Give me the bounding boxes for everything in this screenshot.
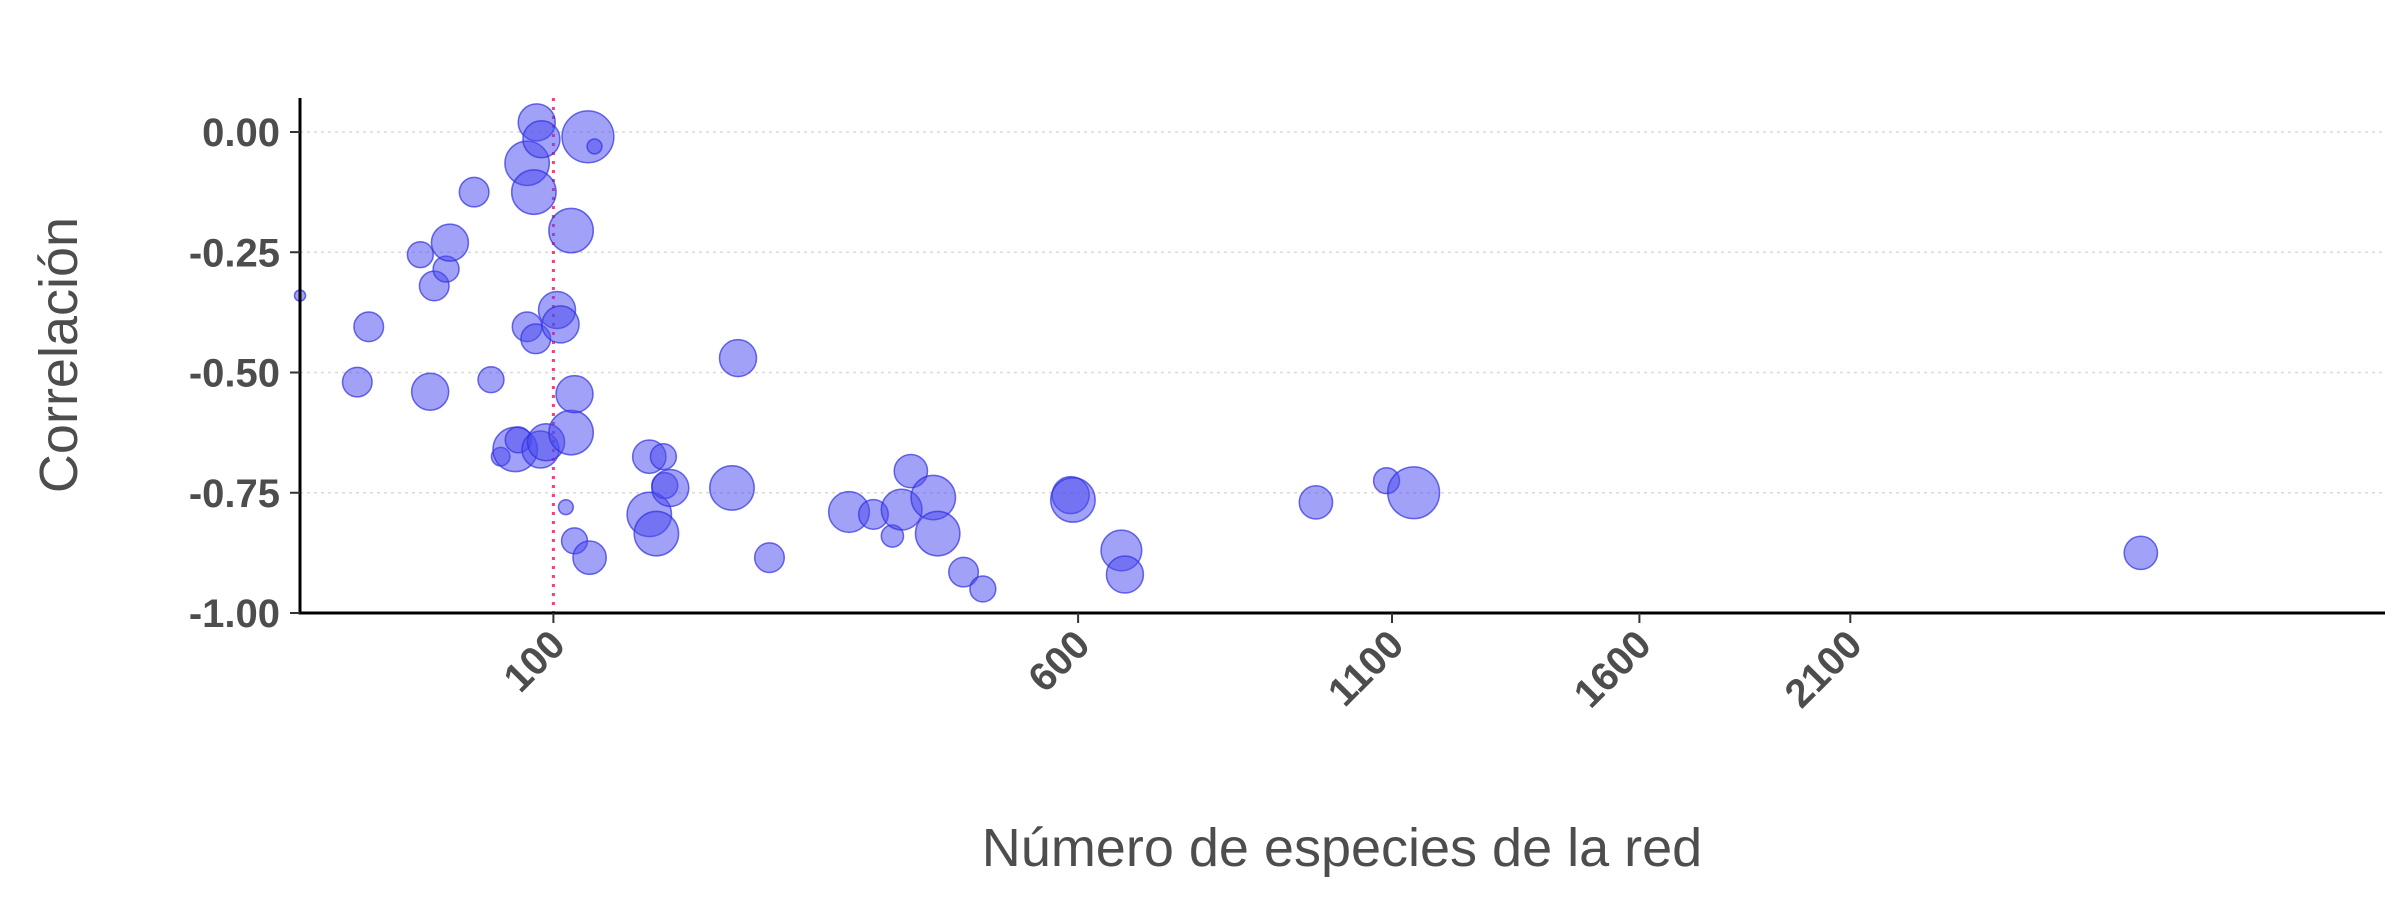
data-point <box>557 499 575 516</box>
y-tick-label: -0.25 <box>189 231 280 275</box>
y-tick-label: -0.50 <box>189 352 280 396</box>
data-point <box>586 138 603 155</box>
data-point <box>651 468 690 508</box>
data-point <box>1049 477 1096 523</box>
data-point <box>914 510 961 557</box>
data-point <box>548 409 595 456</box>
grid-lines <box>300 131 2385 494</box>
data-point <box>561 110 615 164</box>
data-point <box>548 207 595 254</box>
x-tick-label: 2100 <box>1777 622 1871 716</box>
y-axis-title: Correlación <box>29 217 89 493</box>
data-point <box>709 464 755 511</box>
data-point <box>1105 555 1145 594</box>
data-point <box>969 575 997 603</box>
data-point <box>458 176 490 208</box>
data-points <box>293 103 2159 603</box>
x-tick-label: 600 <box>1020 622 1098 700</box>
x-tick-label: 1100 <box>1320 622 1412 714</box>
data-point <box>753 542 786 574</box>
data-point <box>410 372 450 411</box>
data-point <box>406 240 435 269</box>
data-point <box>1298 484 1334 520</box>
data-point <box>510 169 557 216</box>
y-tick-label: -0.75 <box>189 472 280 516</box>
data-point <box>555 374 594 414</box>
x-tick-labels: 100 600 1100 1600 2100 <box>495 613 1871 716</box>
x-tick-label: 100 <box>495 622 573 700</box>
x-tick-label: 1600 <box>1566 622 1660 716</box>
data-point <box>353 311 385 343</box>
data-point <box>948 556 980 588</box>
data-point <box>649 442 678 471</box>
data-point <box>633 510 680 557</box>
y-tick-labels: 0.00 -0.25 -0.50 -0.75 -1.00 <box>189 111 300 636</box>
data-point <box>477 366 505 394</box>
data-point <box>430 223 470 262</box>
data-point <box>718 338 758 378</box>
data-point <box>893 453 929 489</box>
data-point <box>541 305 580 344</box>
data-point <box>2123 535 2159 571</box>
y-tick-label: -1.00 <box>189 592 280 636</box>
x-axis-title: Número de especies de la red <box>982 818 1702 878</box>
data-point <box>1387 466 1441 520</box>
y-tick-label: 0.00 <box>202 111 280 155</box>
data-point <box>522 119 561 159</box>
data-point <box>341 366 373 398</box>
data-point <box>572 540 607 576</box>
axes <box>298 98 2385 615</box>
